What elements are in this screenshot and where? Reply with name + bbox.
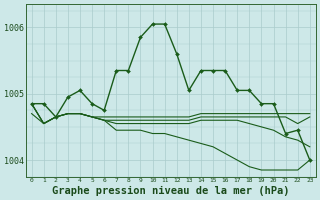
X-axis label: Graphe pression niveau de la mer (hPa): Graphe pression niveau de la mer (hPa)	[52, 186, 290, 196]
